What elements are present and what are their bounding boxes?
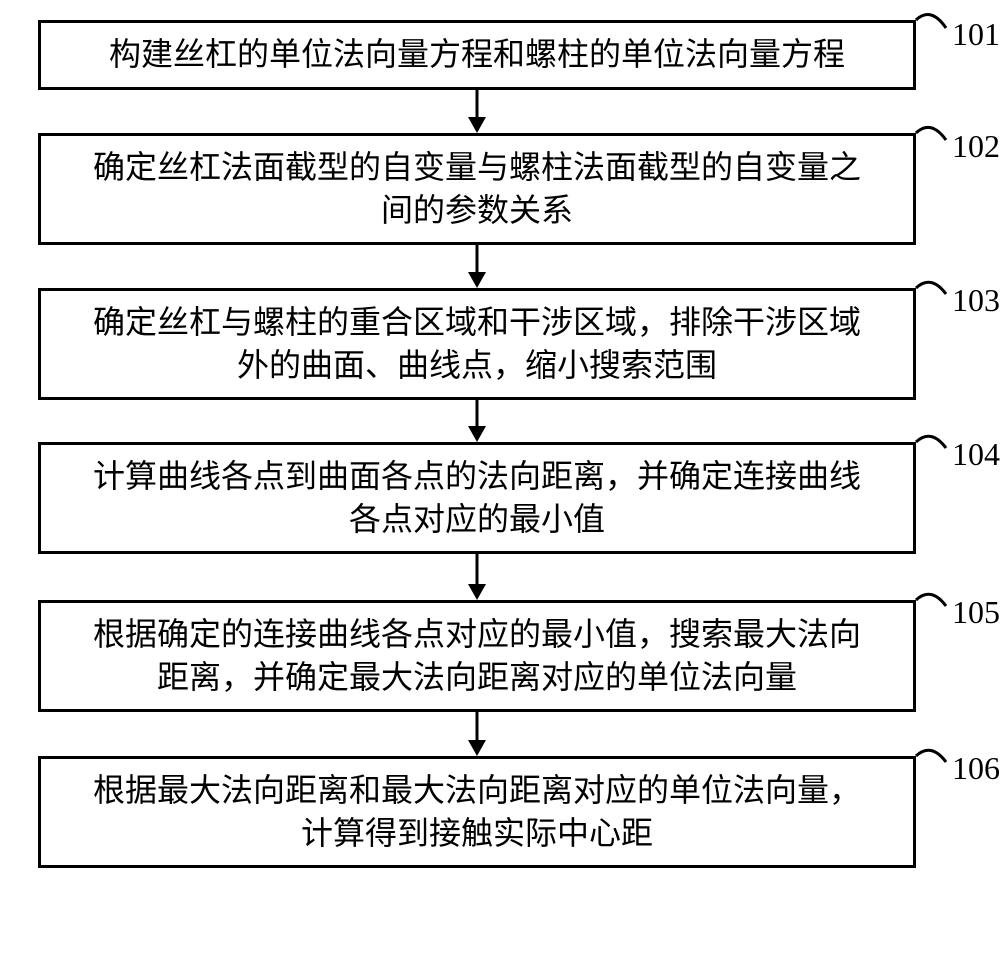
flow-step-label-101: 101 (952, 16, 1000, 53)
flow-step-text: 根据确定的连接曲线各点对应的最小值，搜索最大法向距离，并确定最大法向距离对应的单… (93, 613, 861, 699)
flow-step-105: 根据确定的连接曲线各点对应的最小值，搜索最大法向距离，并确定最大法向距离对应的单… (38, 600, 916, 712)
flow-step-label-105: 105 (952, 594, 1000, 631)
flow-step-101: 构建丝杠的单位法向量方程和螺柱的单位法向量方程 (38, 20, 916, 90)
callout-104 (914, 422, 954, 472)
flow-step-label-106: 106 (952, 750, 1000, 787)
arrow-105-to-106 (457, 712, 497, 756)
flow-step-103: 确定丝杠与螺柱的重合区域和干涉区域，排除干涉区域外的曲面、曲线点，缩小搜索范围 (38, 288, 916, 400)
callout-103 (914, 268, 954, 318)
flow-step-text: 计算曲线各点到曲面各点的法向距离，并确定连接曲线各点对应的最小值 (93, 455, 861, 541)
flow-step-text: 确定丝杠法面截型的自变量与螺柱法面截型的自变量之间的参数关系 (93, 146, 861, 232)
flow-step-text: 构建丝杠的单位法向量方程和螺柱的单位法向量方程 (109, 33, 845, 76)
flowchart-canvas: 构建丝杠的单位法向量方程和螺柱的单位法向量方程 101 确定丝杠法面截型的自变量与螺… (0, 0, 1000, 958)
flow-step-104: 计算曲线各点到曲面各点的法向距离，并确定连接曲线各点对应的最小值 (38, 442, 916, 554)
flow-step-102: 确定丝杠法面截型的自变量与螺柱法面截型的自变量之间的参数关系 (38, 133, 916, 245)
callout-101 (914, 0, 954, 50)
flow-step-label-103: 103 (952, 282, 1000, 319)
callout-105 (914, 580, 954, 630)
flow-step-label-104: 104 (952, 436, 1000, 473)
flow-step-106: 根据最大法向距离和最大法向距离对应的单位法向量，计算得到接触实际中心距 (38, 756, 916, 868)
arrow-104-to-105 (457, 554, 497, 600)
flow-step-text: 根据最大法向距离和最大法向距离对应的单位法向量，计算得到接触实际中心距 (93, 769, 861, 855)
callout-102 (914, 113, 954, 163)
arrow-101-to-102 (457, 90, 497, 133)
flow-step-text: 确定丝杠与螺柱的重合区域和干涉区域，排除干涉区域外的曲面、曲线点，缩小搜索范围 (93, 301, 861, 387)
arrow-103-to-104 (457, 400, 497, 442)
flow-step-label-102: 102 (952, 128, 1000, 165)
arrow-102-to-103 (457, 245, 497, 288)
callout-106 (914, 736, 954, 786)
